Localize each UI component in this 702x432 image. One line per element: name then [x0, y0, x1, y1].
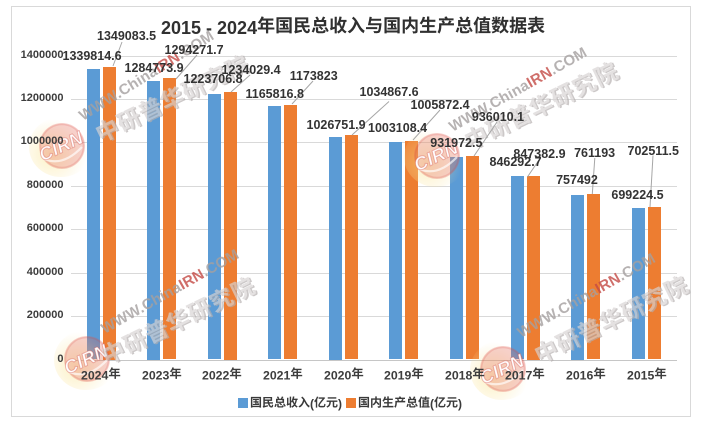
- svg-text:2021: 2021: [263, 368, 291, 382]
- svg-text:2016: 2016: [566, 368, 594, 382]
- svg-text:(: (: [310, 397, 314, 411]
- svg-text:(: (: [430, 397, 434, 411]
- svg-text:2018: 2018: [445, 368, 473, 382]
- svg-text:2019: 2019: [384, 368, 412, 382]
- svg-text:2017: 2017: [505, 368, 533, 382]
- svg-text:2022: 2022: [202, 368, 230, 382]
- svg-text:2015 - 2024: 2015 - 2024: [161, 18, 257, 38]
- svg-text:): ): [458, 397, 462, 411]
- svg-text:): ): [338, 397, 342, 411]
- svg-text:2020: 2020: [324, 368, 352, 382]
- svg-text:2024: 2024: [81, 368, 109, 382]
- svg-text:2023: 2023: [142, 368, 170, 382]
- svg-text:2015: 2015: [627, 368, 655, 382]
